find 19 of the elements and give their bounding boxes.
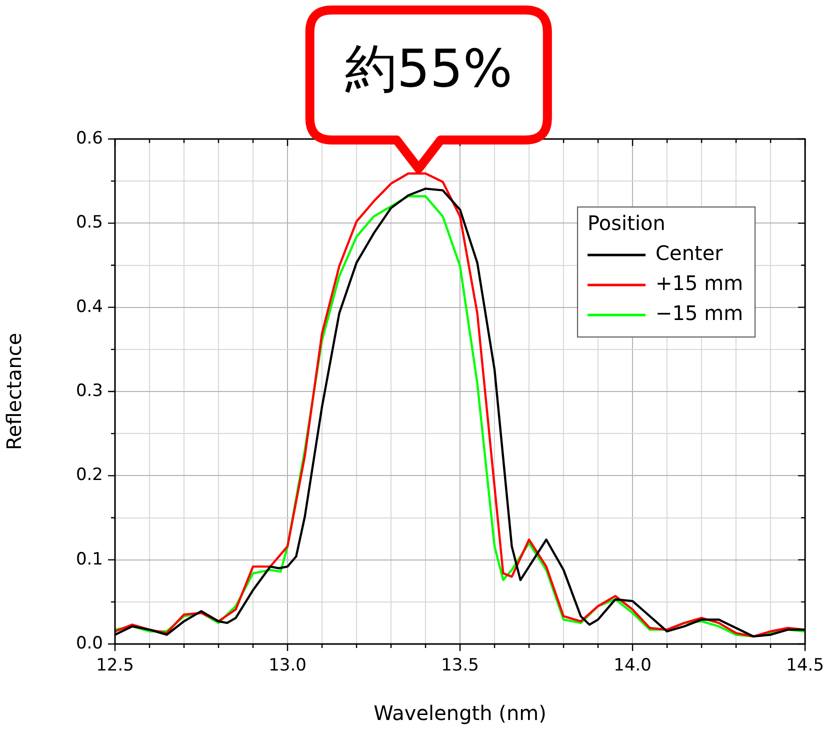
annotation: 約55% [344,40,512,100]
y-axis-title: Reflectance [2,332,26,450]
x-tick-label: 14.0 [614,656,652,676]
y-tick-label: 0.1 [76,549,103,570]
legend-label: +15 mm [656,271,744,296]
x-tick-label: 14.5 [786,656,824,676]
x-tick-label: 12.5 [96,656,134,676]
legend-title: Position [588,211,666,236]
y-tick-label: 0.6 [76,128,103,148]
y-tick-label: 0.3 [76,380,103,401]
y-tick-label: 0.5 [76,212,103,233]
x-axis-title: Wavelength (nm) [374,701,546,726]
y-tick-label: 0.0 [76,633,103,654]
y-tick-label: 0.2 [76,465,103,486]
legend-label: −15 mm [656,301,744,326]
y-tick-label: 0.4 [76,296,103,317]
x-tick-label: 13.5 [441,656,479,676]
x-tick-label: 13.0 [268,656,306,676]
legend-label: Center [656,241,724,266]
